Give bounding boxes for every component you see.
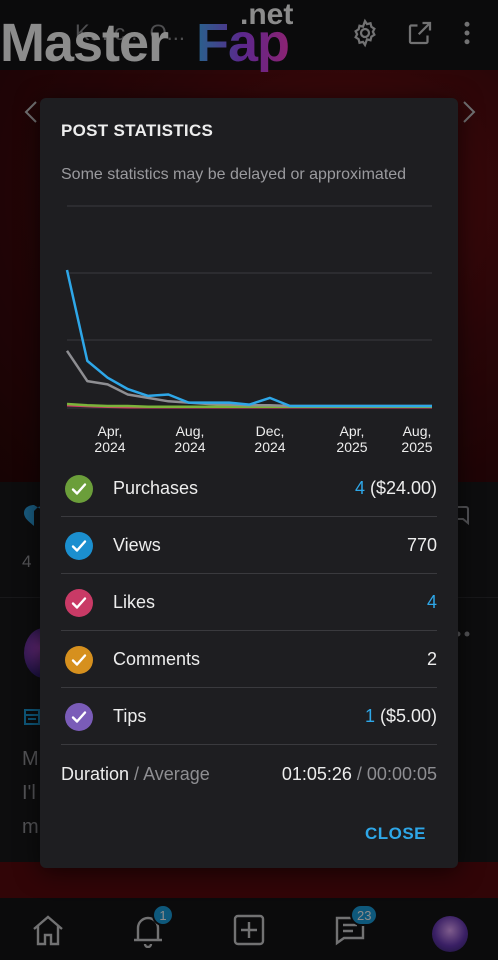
- like-count: 4: [22, 552, 32, 571]
- post-author-name: K... c... O...: [75, 20, 186, 45]
- top-bar: K... c... O...: [0, 0, 498, 70]
- close-button[interactable]: CLOSE: [364, 824, 426, 843]
- stat-row-likes: Likes 4: [61, 574, 437, 631]
- stat-label: Views: [113, 535, 161, 555]
- post-text-line: M: [22, 748, 39, 770]
- chart-series-line: [65, 269, 432, 408]
- stat-value: 2: [426, 649, 437, 669]
- heart-icon[interactable]: [24, 503, 44, 527]
- dialog-subtitle: Some statistics may be delayed or approx…: [61, 166, 407, 183]
- check-circle-icon[interactable]: [65, 532, 93, 560]
- watermark-net: .net: [240, 0, 294, 31]
- check-circle-icon[interactable]: [65, 589, 93, 617]
- post-statistics-dialog: POST STATISTICS Some statistics may be d…: [40, 98, 458, 868]
- stat-row-views: Views 770: [61, 517, 437, 574]
- stat-value: 770: [406, 535, 437, 555]
- duration-value: 01:05:26 / 00:00:05: [281, 764, 437, 784]
- x-tick-label: Dec, 2024: [254, 423, 285, 455]
- chevron-right-icon[interactable]: [462, 100, 476, 124]
- notification-badge: 1: [152, 904, 174, 926]
- x-tick-label: Aug, 2024: [174, 423, 205, 455]
- bottom-nav: 1 23: [0, 898, 498, 960]
- stat-label: Tips: [113, 706, 147, 726]
- x-tick-label: Aug, 2025: [401, 423, 432, 455]
- watermark-logo: Master Fap .net: [0, 0, 310, 76]
- stat-row-purchases: Purchases 4 ($24.00): [61, 460, 437, 517]
- calendar-icon: [24, 709, 40, 725]
- chevron-left-icon[interactable]: [24, 100, 38, 124]
- home-icon[interactable]: [30, 912, 66, 948]
- post-text-line: I'l: [22, 782, 36, 804]
- comment-icon[interactable]: [448, 504, 470, 528]
- chart-series-line: [65, 350, 432, 408]
- gear-icon[interactable]: [350, 18, 380, 48]
- profile-avatar[interactable]: [432, 916, 468, 952]
- watermark-fap: Fap: [196, 13, 290, 73]
- dialog-title: POST STATISTICS: [61, 121, 214, 140]
- check-circle-icon[interactable]: [65, 475, 93, 503]
- more-vertical-icon[interactable]: [452, 18, 482, 48]
- nav-notifications[interactable]: 1: [130, 904, 174, 949]
- duration-label: Duration / Average: [61, 764, 210, 784]
- stat-label: Comments: [113, 649, 201, 669]
- check-circle-icon[interactable]: [65, 703, 93, 731]
- add-post-icon[interactable]: [231, 912, 267, 948]
- stat-value[interactable]: 1 ($5.00): [364, 706, 437, 726]
- duration-row: Duration / Average 01:05:26 / 00:00:05: [61, 764, 437, 788]
- message-badge: 23: [350, 904, 379, 926]
- stat-value[interactable]: 4 ($24.00): [354, 478, 437, 498]
- x-tick-label: Apr, 2025: [336, 423, 367, 455]
- statistics-chart: Apr, 2024 Aug, 2024 Dec, 2024 Apr, 2025 Aug, 2025: [65, 205, 433, 455]
- stat-label: Likes: [113, 592, 156, 612]
- stat-row-comments: Comments 2: [61, 631, 437, 688]
- next-post-media: [0, 862, 498, 898]
- stat-value[interactable]: 4: [426, 592, 437, 612]
- stat-row-tips: Tips 1 ($5.00): [61, 688, 437, 745]
- nav-messages[interactable]: 23: [332, 904, 379, 948]
- watermark-master: Master: [0, 13, 169, 73]
- bell-icon: [134, 916, 162, 949]
- check-circle-icon[interactable]: [65, 646, 93, 674]
- stat-label: Purchases: [113, 478, 199, 498]
- post-text-line: m: [22, 816, 39, 838]
- x-tick-label: Apr, 2024: [94, 423, 125, 455]
- share-icon[interactable]: [405, 18, 435, 48]
